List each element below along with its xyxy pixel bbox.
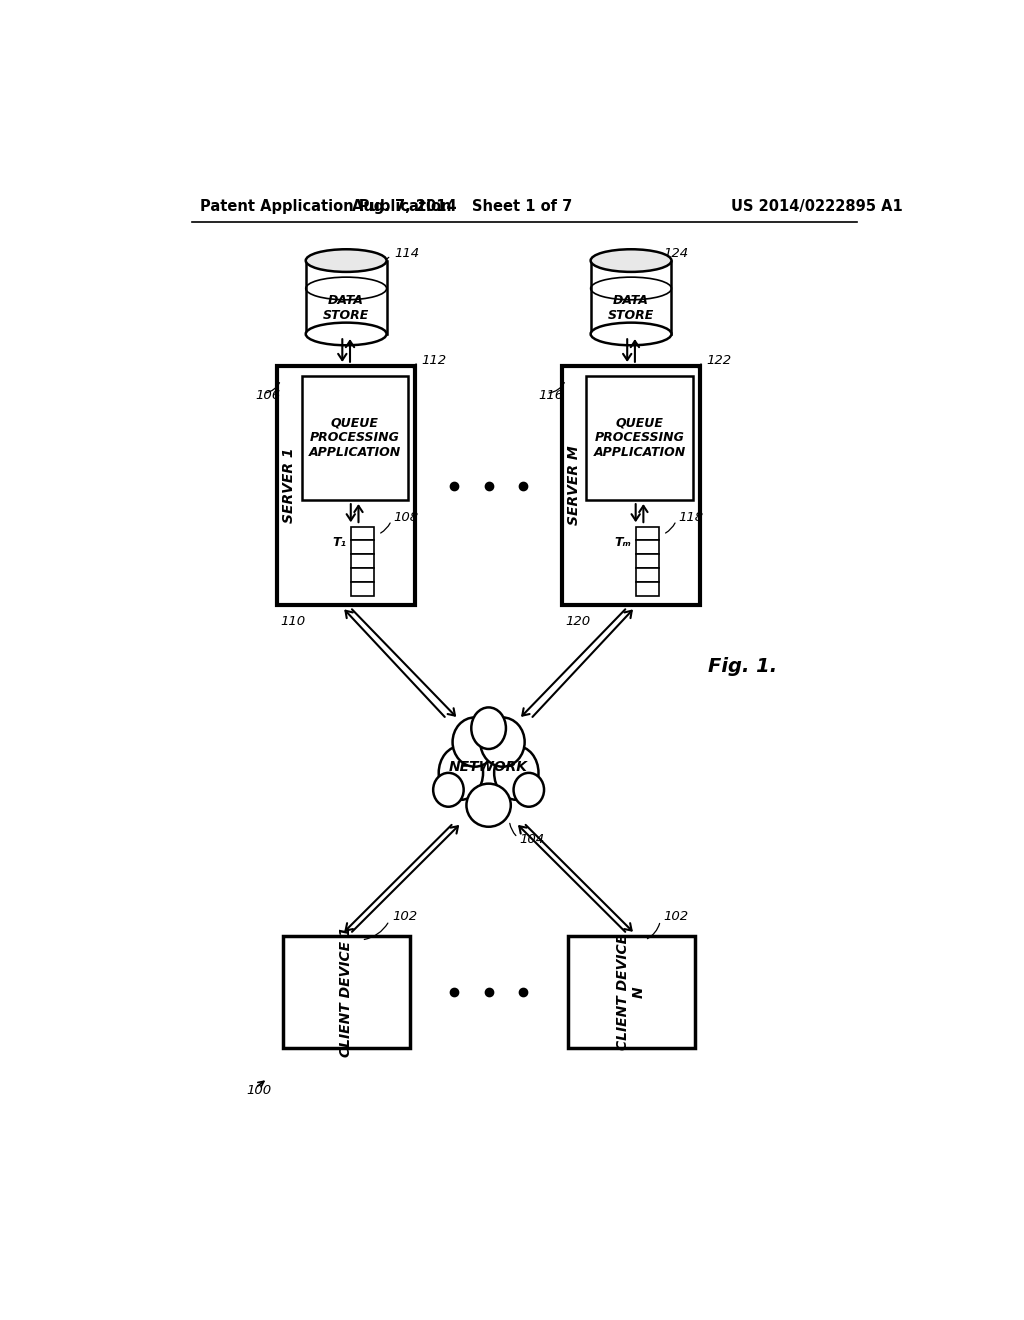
Ellipse shape bbox=[438, 746, 483, 800]
Text: Patent Application Publication: Patent Application Publication bbox=[200, 198, 452, 214]
Ellipse shape bbox=[514, 774, 544, 807]
Text: 100: 100 bbox=[246, 1084, 271, 1097]
Ellipse shape bbox=[495, 746, 539, 800]
Ellipse shape bbox=[458, 729, 520, 805]
Text: 110: 110 bbox=[281, 615, 306, 628]
Ellipse shape bbox=[467, 784, 511, 826]
Text: Fig. 1.: Fig. 1. bbox=[708, 657, 777, 676]
Text: 106: 106 bbox=[255, 389, 281, 403]
Text: 108: 108 bbox=[393, 511, 419, 524]
Bar bbox=[351, 582, 375, 595]
Ellipse shape bbox=[480, 718, 524, 767]
Text: 114: 114 bbox=[394, 247, 419, 260]
Text: T₁: T₁ bbox=[333, 536, 346, 549]
Bar bbox=[636, 527, 659, 540]
Text: 112: 112 bbox=[422, 354, 446, 367]
Bar bbox=[587, 376, 692, 500]
Bar bbox=[276, 367, 416, 605]
Bar bbox=[562, 367, 700, 605]
Bar bbox=[283, 936, 410, 1048]
Text: Aug. 7, 2014   Sheet 1 of 7: Aug. 7, 2014 Sheet 1 of 7 bbox=[351, 198, 571, 214]
Text: SERVER 1: SERVER 1 bbox=[283, 447, 296, 524]
Bar bbox=[301, 376, 408, 500]
Text: US 2014/0222895 A1: US 2014/0222895 A1 bbox=[731, 198, 903, 214]
Bar bbox=[351, 540, 375, 554]
Text: QUEUE
PROCESSING
APPLICATION: QUEUE PROCESSING APPLICATION bbox=[593, 416, 686, 459]
Text: 102: 102 bbox=[664, 911, 688, 924]
Text: 120: 120 bbox=[565, 615, 591, 628]
Ellipse shape bbox=[453, 718, 497, 767]
Text: CLIENT DEVICE
N: CLIENT DEVICE N bbox=[616, 933, 646, 1049]
Bar bbox=[567, 936, 694, 1048]
Bar bbox=[591, 260, 672, 334]
Bar bbox=[351, 527, 375, 540]
Ellipse shape bbox=[591, 322, 672, 346]
Text: 122: 122 bbox=[707, 354, 731, 367]
Text: DATA
STORE: DATA STORE bbox=[323, 294, 370, 322]
Bar bbox=[351, 568, 375, 582]
Text: QUEUE
PROCESSING
APPLICATION: QUEUE PROCESSING APPLICATION bbox=[308, 416, 400, 459]
Ellipse shape bbox=[433, 774, 464, 807]
Bar bbox=[306, 260, 387, 334]
Text: 124: 124 bbox=[664, 247, 688, 260]
Text: 116: 116 bbox=[539, 389, 564, 403]
Text: 104: 104 bbox=[519, 833, 545, 846]
Text: 118: 118 bbox=[679, 511, 703, 524]
Ellipse shape bbox=[591, 249, 672, 272]
Bar bbox=[636, 568, 659, 582]
Text: NETWORK: NETWORK bbox=[450, 760, 528, 774]
Bar bbox=[351, 554, 375, 568]
Text: Tₘ: Tₘ bbox=[614, 536, 632, 549]
Text: CLIENT DEVICE 1: CLIENT DEVICE 1 bbox=[339, 927, 353, 1057]
Text: DATA
STORE: DATA STORE bbox=[608, 294, 654, 322]
Bar bbox=[636, 582, 659, 595]
Ellipse shape bbox=[471, 708, 506, 748]
Text: 102: 102 bbox=[392, 911, 418, 924]
Text: SERVER M: SERVER M bbox=[567, 446, 581, 525]
Ellipse shape bbox=[306, 322, 387, 346]
Bar bbox=[636, 540, 659, 554]
Ellipse shape bbox=[306, 249, 387, 272]
Bar bbox=[636, 554, 659, 568]
